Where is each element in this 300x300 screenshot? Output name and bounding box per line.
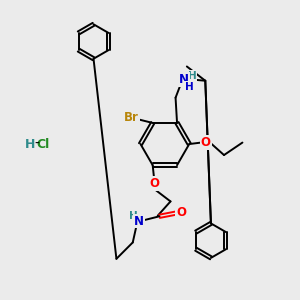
Text: O: O xyxy=(201,136,211,149)
Text: H: H xyxy=(188,71,197,81)
Text: Cl: Cl xyxy=(36,138,50,151)
Text: H: H xyxy=(129,211,138,221)
Text: -: - xyxy=(34,136,39,151)
Text: H: H xyxy=(24,138,35,151)
Text: N: N xyxy=(134,214,144,227)
Text: Br: Br xyxy=(124,111,139,124)
Text: O: O xyxy=(176,206,186,219)
Text: N: N xyxy=(179,73,189,86)
Text: H: H xyxy=(185,82,194,92)
Text: O: O xyxy=(149,177,159,190)
